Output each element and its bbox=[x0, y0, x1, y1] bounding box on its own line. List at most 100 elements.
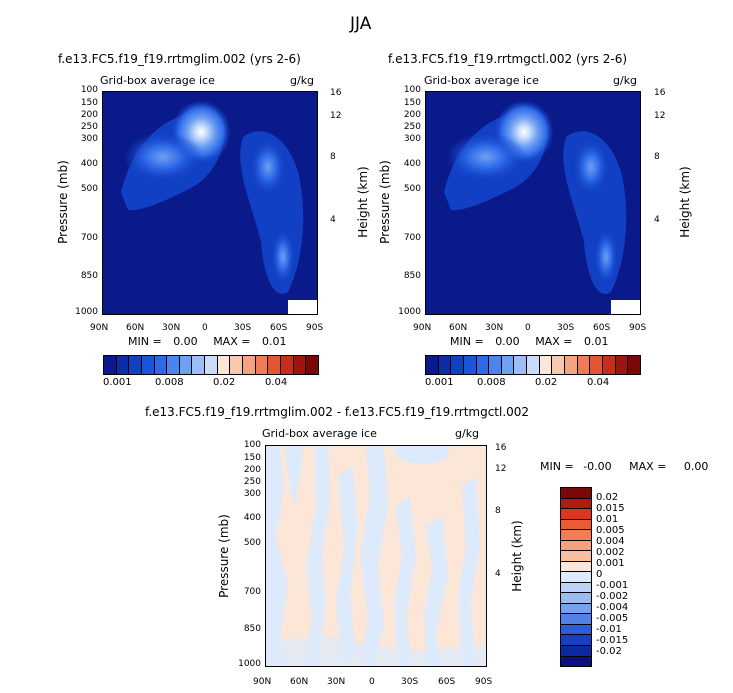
colorbar-swatch bbox=[514, 356, 528, 374]
h-tick: 8 bbox=[495, 506, 501, 516]
h-tick: 16 bbox=[495, 443, 507, 453]
min-label: MIN = bbox=[540, 460, 574, 473]
diff-neg-region bbox=[424, 516, 448, 666]
colorbar-swatch bbox=[293, 356, 307, 374]
diff-cbar-label: 0.015 bbox=[596, 503, 625, 514]
colorbar-swatch bbox=[577, 356, 591, 374]
diff-plot-area bbox=[265, 445, 487, 667]
cbar-label: 0.02 bbox=[535, 377, 558, 388]
colorbar-swatch bbox=[104, 356, 117, 374]
diff-cbar-label: 0.005 bbox=[596, 525, 625, 536]
p-tick: 1000 bbox=[238, 659, 261, 669]
p-tick: 700 bbox=[80, 233, 98, 243]
diff-neg-region bbox=[266, 636, 486, 666]
h-tick: 4 bbox=[495, 569, 501, 579]
p-tick: 1000 bbox=[75, 307, 98, 317]
colorbar-swatch bbox=[628, 356, 640, 374]
max-label: MAX = bbox=[535, 335, 573, 348]
p-tick: 250 bbox=[80, 122, 98, 132]
x-tick: 30S bbox=[557, 323, 575, 333]
max-value: 0.01 bbox=[261, 335, 287, 348]
panel1-secondary-center bbox=[123, 132, 203, 182]
panel2-south-lower bbox=[594, 229, 618, 285]
diff-neg-region bbox=[306, 446, 330, 666]
cbar-label: 0.008 bbox=[477, 377, 506, 388]
p-tick: 400 bbox=[80, 159, 98, 169]
x-tick: 30N bbox=[485, 323, 504, 333]
diff-cbar-label: -0.002 bbox=[596, 591, 629, 602]
colorbar-swatch bbox=[438, 356, 452, 374]
h-tick: 16 bbox=[330, 88, 342, 98]
panel1-units-label: g/kg bbox=[290, 74, 315, 87]
colorbar-swatch bbox=[141, 356, 155, 374]
diff-cbar-label: 0.004 bbox=[596, 536, 625, 547]
min-value: -0.00 bbox=[583, 460, 612, 473]
panel2-colorbar bbox=[425, 355, 641, 375]
colorbar-swatch bbox=[268, 356, 281, 374]
panel1-stats: MIN = 0.00 MAX = 0.01 bbox=[128, 335, 286, 348]
colorbar-swatch bbox=[590, 356, 603, 374]
panel1-missing-data bbox=[288, 300, 317, 314]
min-label: MIN = bbox=[128, 335, 162, 348]
colorbar-swatch bbox=[167, 356, 180, 374]
p-tick: 1000 bbox=[398, 307, 421, 317]
colorbar-swatch bbox=[243, 356, 256, 374]
colorbar-swatch bbox=[280, 356, 294, 374]
panel2-stats: MIN = 0.00 MAX = 0.01 bbox=[450, 335, 608, 348]
p-tick: 850 bbox=[80, 271, 98, 281]
x-tick: 0 bbox=[525, 323, 531, 333]
season-title: JJA bbox=[350, 14, 372, 34]
colorbar-swatch bbox=[561, 572, 591, 583]
colorbar-swatch bbox=[561, 656, 591, 667]
p-tick: 500 bbox=[403, 184, 421, 194]
diff-neg-region bbox=[284, 446, 304, 506]
panel2-ylabel: Pressure (mb) bbox=[378, 160, 392, 244]
diff-colorbar bbox=[560, 487, 592, 667]
p-tick: 200 bbox=[80, 110, 98, 120]
p-tick: 300 bbox=[243, 489, 261, 499]
min-value: 0.00 bbox=[495, 335, 520, 348]
colorbar-swatch bbox=[565, 356, 578, 374]
colorbar-swatch bbox=[539, 356, 553, 374]
diff-units-label: g/kg bbox=[455, 427, 480, 440]
p-tick: 300 bbox=[80, 134, 98, 144]
h-tick: 4 bbox=[654, 215, 660, 225]
diff-neg-region bbox=[394, 446, 450, 464]
x-tick: 60N bbox=[449, 323, 468, 333]
p-tick: 100 bbox=[403, 85, 421, 95]
panel1-field-label: Grid-box average ice bbox=[100, 74, 215, 87]
p-tick: 400 bbox=[243, 513, 261, 523]
p-tick: 700 bbox=[243, 587, 261, 597]
panel1-y2label: Height (km) bbox=[356, 166, 370, 238]
x-tick: 90N bbox=[90, 323, 109, 333]
panel2-plot-area bbox=[425, 91, 641, 315]
panel1-title: f.e13.FC5.f19_f19.rrtmglim.002 (yrs 2-6) bbox=[58, 52, 301, 66]
colorbar-swatch bbox=[615, 356, 629, 374]
diff-cbar-label: 0.002 bbox=[596, 547, 625, 558]
diff-neg-region bbox=[360, 446, 388, 666]
colorbar-swatch bbox=[116, 356, 130, 374]
diff-title: f.e13.FC5.f19_f19.rrtmglim.002 - f.e13.F… bbox=[145, 405, 530, 419]
colorbar-swatch bbox=[451, 356, 464, 374]
h-tick: 12 bbox=[654, 111, 666, 121]
colorbar-swatch bbox=[306, 356, 318, 374]
x-tick: 90S bbox=[306, 323, 324, 333]
diff-neg-region bbox=[458, 476, 480, 666]
diff-cbar-label: -0.005 bbox=[596, 613, 629, 624]
diff-cbar-label: 0.001 bbox=[596, 558, 625, 569]
max-value: 0.01 bbox=[583, 335, 609, 348]
colorbar-swatch bbox=[217, 356, 231, 374]
colorbar-swatch bbox=[463, 356, 477, 374]
p-tick: 500 bbox=[243, 538, 261, 548]
colorbar-swatch bbox=[561, 645, 591, 657]
diff-cbar-label: -0.001 bbox=[596, 580, 629, 591]
panel2-missing-data bbox=[611, 300, 640, 314]
colorbar-swatch bbox=[129, 356, 142, 374]
diff-heatmap bbox=[266, 446, 486, 666]
x-tick: 30S bbox=[401, 677, 419, 687]
colorbar-swatch bbox=[205, 356, 218, 374]
panel2-field-label: Grid-box average ice bbox=[424, 74, 539, 87]
panel2-secondary-center bbox=[446, 132, 526, 182]
colorbar-swatch bbox=[561, 603, 591, 615]
colorbar-swatch bbox=[561, 530, 591, 541]
